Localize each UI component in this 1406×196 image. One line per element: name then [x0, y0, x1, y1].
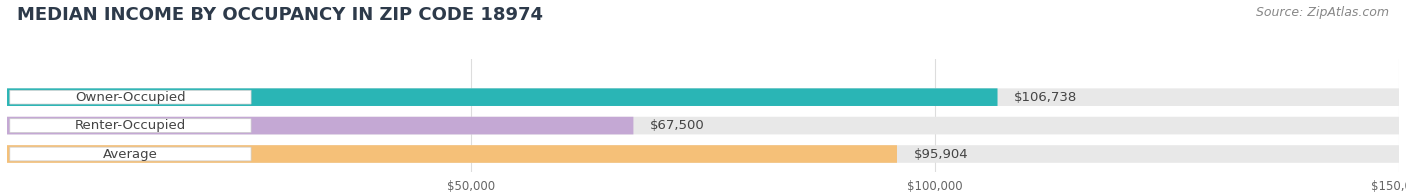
- Text: Renter-Occupied: Renter-Occupied: [75, 119, 186, 132]
- FancyBboxPatch shape: [7, 145, 897, 163]
- Text: $95,904: $95,904: [914, 148, 969, 161]
- FancyBboxPatch shape: [7, 88, 1399, 106]
- Text: MEDIAN INCOME BY OCCUPANCY IN ZIP CODE 18974: MEDIAN INCOME BY OCCUPANCY IN ZIP CODE 1…: [17, 6, 543, 24]
- FancyBboxPatch shape: [10, 147, 252, 161]
- Text: Average: Average: [103, 148, 157, 161]
- Text: $67,500: $67,500: [650, 119, 704, 132]
- FancyBboxPatch shape: [7, 117, 1399, 134]
- FancyBboxPatch shape: [7, 145, 1399, 163]
- Text: $106,738: $106,738: [1014, 91, 1077, 104]
- Text: Source: ZipAtlas.com: Source: ZipAtlas.com: [1256, 6, 1389, 19]
- FancyBboxPatch shape: [10, 90, 252, 104]
- FancyBboxPatch shape: [7, 117, 633, 134]
- FancyBboxPatch shape: [10, 119, 252, 132]
- Text: Owner-Occupied: Owner-Occupied: [75, 91, 186, 104]
- FancyBboxPatch shape: [7, 88, 997, 106]
